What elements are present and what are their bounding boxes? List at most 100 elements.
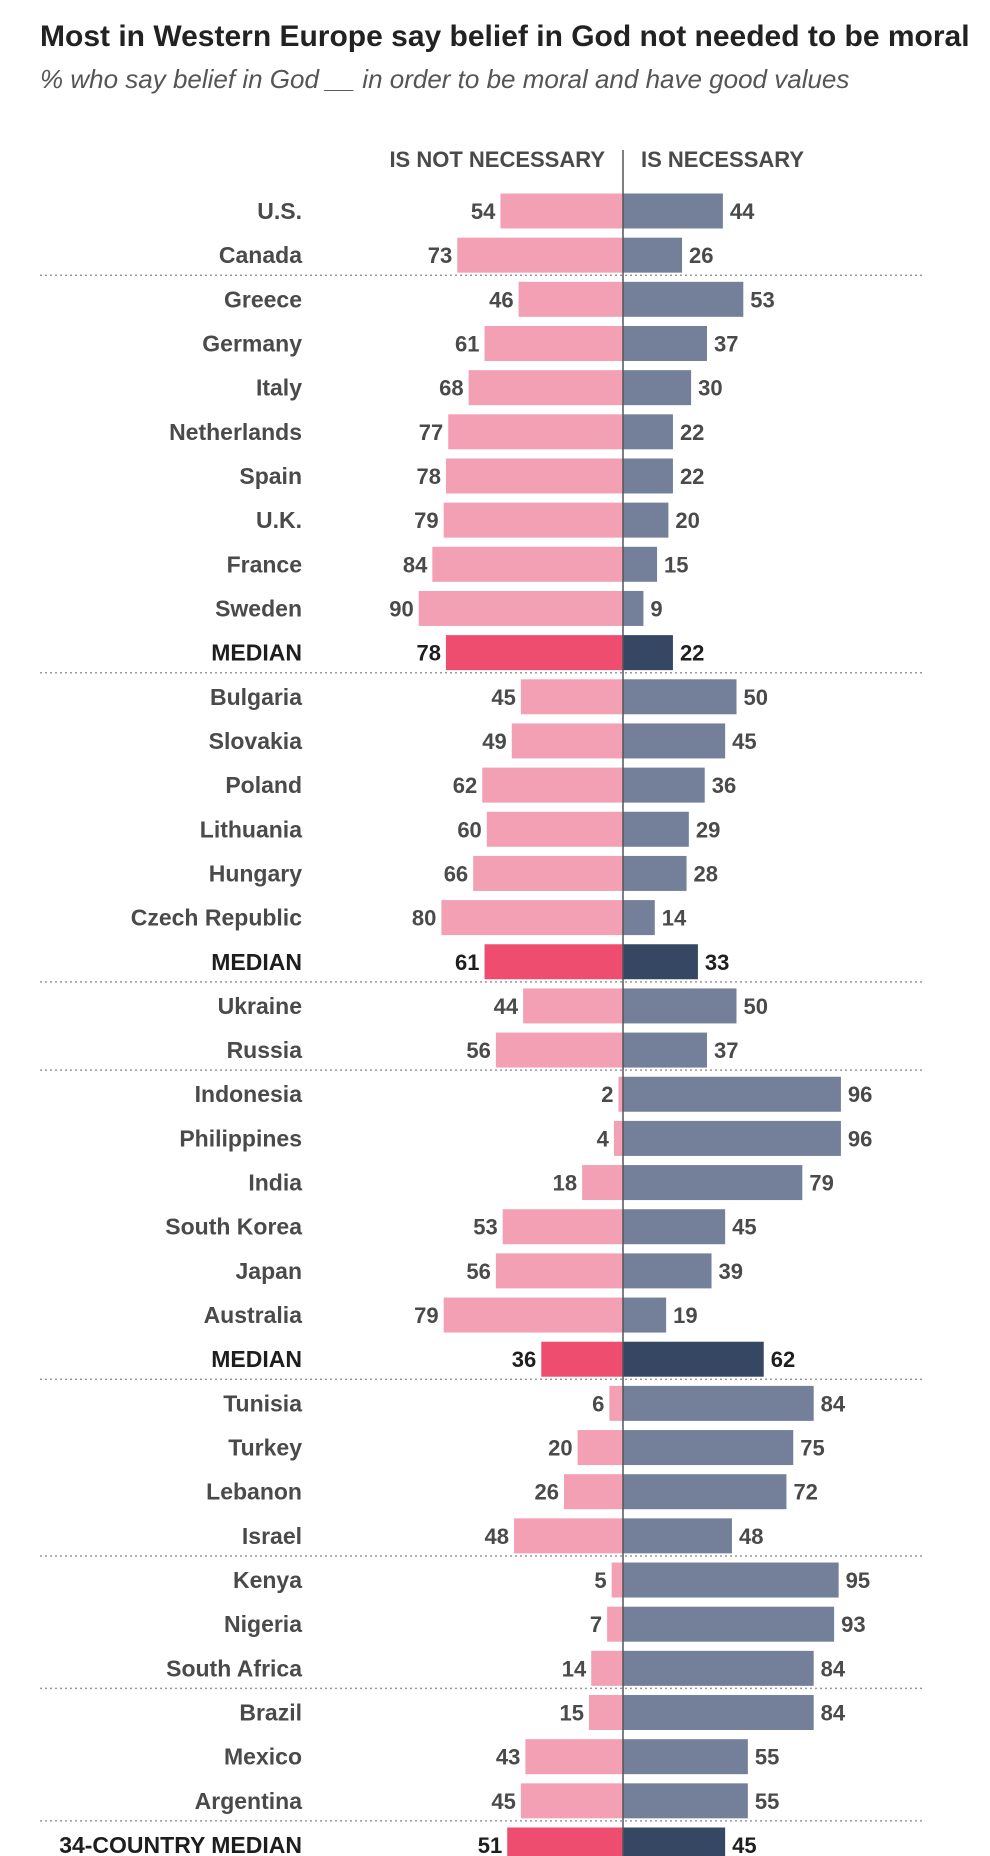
bar-necessary: [623, 723, 726, 759]
bar-not-necessary: [525, 1739, 623, 1775]
country-label: Czech Republic: [131, 905, 302, 931]
bar-not-necessary: [443, 502, 623, 538]
country-label: Russia: [227, 1037, 303, 1063]
value-label-not-necessary: 73: [428, 243, 452, 268]
value-label-necessary: 22: [680, 420, 704, 445]
chart-subtitle: % who say belief in God __ in order to b…: [40, 64, 850, 94]
bar-not-necessary: [611, 1562, 623, 1598]
bar-not-necessary: [507, 1827, 623, 1856]
value-label-not-necessary: 68: [439, 376, 463, 401]
country-label: Kenya: [233, 1567, 302, 1593]
value-label-not-necessary: 43: [496, 1745, 520, 1770]
value-label-necessary: 15: [664, 552, 688, 577]
value-label-necessary: 96: [848, 1126, 872, 1151]
value-label-necessary: 20: [675, 508, 699, 533]
value-label-not-necessary: 84: [403, 552, 428, 577]
bar-not-necessary: [514, 1518, 623, 1554]
bar-necessary: [623, 1650, 814, 1686]
value-label-necessary: 14: [662, 906, 687, 931]
bar-not-necessary: [448, 414, 623, 450]
bar-necessary: [623, 1165, 803, 1201]
value-label-not-necessary: 53: [473, 1215, 497, 1240]
value-label-necessary: 36: [712, 773, 736, 798]
value-label-necessary: 37: [714, 331, 738, 356]
value-label-not-necessary: 36: [512, 1347, 536, 1372]
value-label-not-necessary: 14: [562, 1656, 587, 1681]
value-label-not-necessary: 77: [419, 420, 443, 445]
value-label-necessary: 84: [821, 1656, 846, 1681]
value-label-not-necessary: 79: [414, 1303, 438, 1328]
value-label-not-necessary: 5: [594, 1568, 606, 1593]
value-label-necessary: 55: [755, 1745, 779, 1770]
value-label-necessary: 45: [732, 1833, 756, 1856]
bar-not-necessary: [613, 1120, 623, 1156]
bar-necessary: [623, 944, 698, 980]
value-label-not-necessary: 60: [457, 817, 481, 842]
value-label-necessary: 84: [821, 1391, 846, 1416]
country-label: Germany: [202, 330, 302, 356]
bar-not-necessary: [523, 988, 623, 1024]
value-label-not-necessary: 54: [471, 199, 496, 224]
bar-necessary: [623, 1474, 787, 1510]
value-label-necessary: 45: [732, 1215, 756, 1240]
country-label: Netherlands: [169, 419, 302, 445]
country-label: France: [227, 551, 302, 577]
bar-necessary: [623, 1032, 707, 1068]
bar-necessary: [623, 1518, 732, 1554]
bar-necessary: [623, 1341, 764, 1377]
value-label-necessary: 93: [841, 1612, 865, 1637]
bar-necessary: [623, 1120, 841, 1156]
bar-not-necessary: [500, 193, 623, 229]
value-label-necessary: 75: [800, 1436, 824, 1461]
bar-necessary: [623, 1209, 726, 1245]
bar-necessary: [623, 767, 705, 803]
bar-necessary: [623, 988, 737, 1024]
country-label: Lebanon: [206, 1479, 302, 1505]
country-label: Indonesia: [195, 1081, 303, 1107]
bar-not-necessary: [618, 1076, 623, 1112]
value-label-not-necessary: 20: [548, 1436, 572, 1461]
value-label-necessary: 62: [771, 1347, 795, 1372]
value-label-not-necessary: 78: [416, 641, 440, 666]
value-label-not-necessary: 61: [455, 331, 479, 356]
bar-not-necessary: [473, 855, 623, 891]
value-label-necessary: 96: [848, 1082, 872, 1107]
bar-necessary: [623, 811, 689, 847]
country-label: Argentina: [195, 1788, 303, 1814]
value-label-not-necessary: 56: [466, 1038, 490, 1063]
value-label-not-necessary: 46: [489, 287, 513, 312]
value-label-necessary: 50: [744, 685, 768, 710]
country-label: Brazil: [239, 1700, 302, 1726]
value-label-necessary: 30: [698, 376, 722, 401]
country-label: Canada: [219, 242, 302, 268]
bar-not-necessary: [588, 1695, 623, 1731]
bar-not-necessary: [432, 546, 623, 582]
value-label-not-necessary: 62: [453, 773, 477, 798]
value-label-not-necessary: 48: [485, 1524, 509, 1549]
value-label-not-necessary: 61: [455, 950, 479, 975]
bar-necessary: [623, 1253, 712, 1289]
bar-not-necessary: [484, 944, 623, 980]
value-label-necessary: 53: [750, 287, 774, 312]
country-label: Japan: [236, 1258, 302, 1284]
country-label: Bulgaria: [210, 684, 302, 710]
bar-necessary: [623, 546, 658, 582]
column-header-necessary: IS NECESSARY: [641, 147, 804, 172]
value-label-not-necessary: 56: [466, 1259, 490, 1284]
country-label: Mexico: [224, 1744, 302, 1770]
bar-not-necessary: [607, 1606, 623, 1642]
value-label-necessary: 22: [680, 464, 704, 489]
bar-necessary: [623, 1076, 841, 1112]
bar-necessary: [623, 635, 673, 671]
country-label: Ukraine: [218, 993, 302, 1019]
country-label: India: [248, 1170, 302, 1196]
value-label-not-necessary: 66: [444, 861, 468, 886]
value-label-not-necessary: 51: [478, 1833, 502, 1856]
bar-not-necessary: [484, 325, 623, 361]
bar-necessary: [623, 1783, 748, 1819]
bar-necessary: [623, 1562, 839, 1598]
value-label-necessary: 44: [730, 199, 755, 224]
bar-not-necessary: [609, 1385, 623, 1421]
median-label: 34-COUNTRY MEDIAN: [59, 1832, 302, 1856]
bar-necessary: [623, 1297, 667, 1333]
